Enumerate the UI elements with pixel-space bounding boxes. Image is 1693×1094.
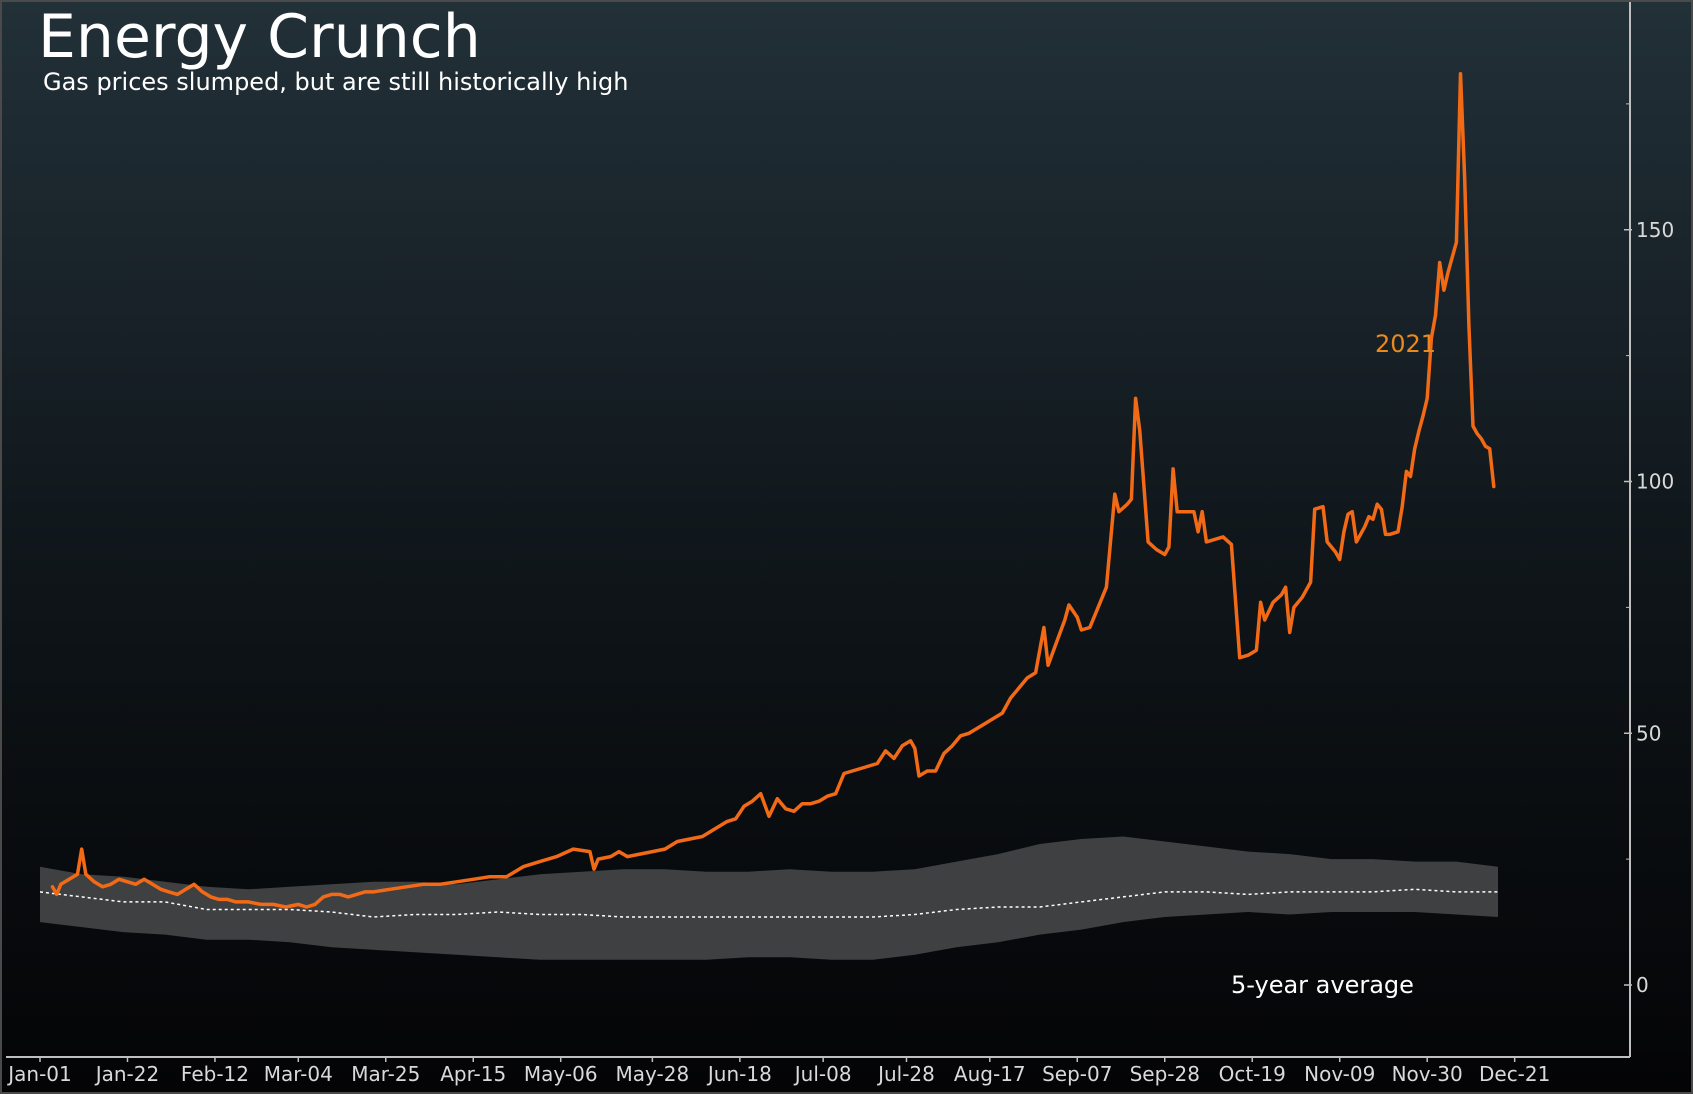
x-tick-label: Nov-30 bbox=[1392, 1062, 1463, 1086]
x-tick-label: Nov-09 bbox=[1304, 1062, 1375, 1086]
chart-subtitle: Gas prices slumped, but are still histor… bbox=[43, 68, 629, 96]
x-tick-label: Dec-21 bbox=[1479, 1062, 1550, 1086]
x-tick-label: May-06 bbox=[524, 1062, 598, 1086]
five-year-average-label: 5-year average bbox=[1231, 971, 1414, 999]
x-tick-label: Mar-04 bbox=[264, 1062, 333, 1086]
y-tick-label: 100 bbox=[1636, 470, 1674, 494]
series-2021-line-group bbox=[50, 71, 1496, 909]
x-tick-label: Apr-15 bbox=[440, 1062, 506, 1086]
five-year-range-band bbox=[40, 836, 1498, 960]
x-tick-label: Jul-28 bbox=[876, 1062, 935, 1086]
five-year-average-line bbox=[39, 888, 1498, 918]
x-axis-ticks-group: Jan-01 Jan-22 Feb-12 Mar-04 Mar-25 Apr-15 May-… bbox=[6, 1057, 1550, 1086]
x-tick-label: Sep-28 bbox=[1130, 1062, 1200, 1086]
series-2021-line bbox=[50, 71, 1496, 909]
y-tick-label: 150 bbox=[1636, 218, 1674, 242]
series-2021-label: 2021 bbox=[1375, 330, 1436, 358]
y-axis-ticks-group: 0 50 100 150 bbox=[1624, 103, 1674, 997]
y-tick-label: 0 bbox=[1636, 973, 1649, 997]
x-tick-label: Jun-18 bbox=[706, 1062, 772, 1086]
x-tick-label: Aug-17 bbox=[954, 1062, 1026, 1086]
x-tick-label: Jan-01 bbox=[6, 1062, 72, 1086]
five-year-average-line-group bbox=[39, 888, 1498, 918]
x-tick-label: May-28 bbox=[616, 1062, 690, 1086]
x-tick-label: Jan-22 bbox=[94, 1062, 160, 1086]
x-tick-label: Sep-07 bbox=[1042, 1062, 1112, 1086]
x-tick-label: Oct-19 bbox=[1219, 1062, 1286, 1086]
x-tick-label: Feb-12 bbox=[181, 1062, 249, 1086]
x-tick-label: Jul-08 bbox=[793, 1062, 852, 1086]
x-tick-label: Mar-25 bbox=[351, 1062, 420, 1086]
five-year-range-band-group bbox=[40, 836, 1498, 960]
y-tick-label: 50 bbox=[1636, 721, 1661, 745]
chart-title: Energy Crunch bbox=[38, 2, 481, 72]
series-labels-group: 2021 5-year average bbox=[1231, 330, 1436, 999]
